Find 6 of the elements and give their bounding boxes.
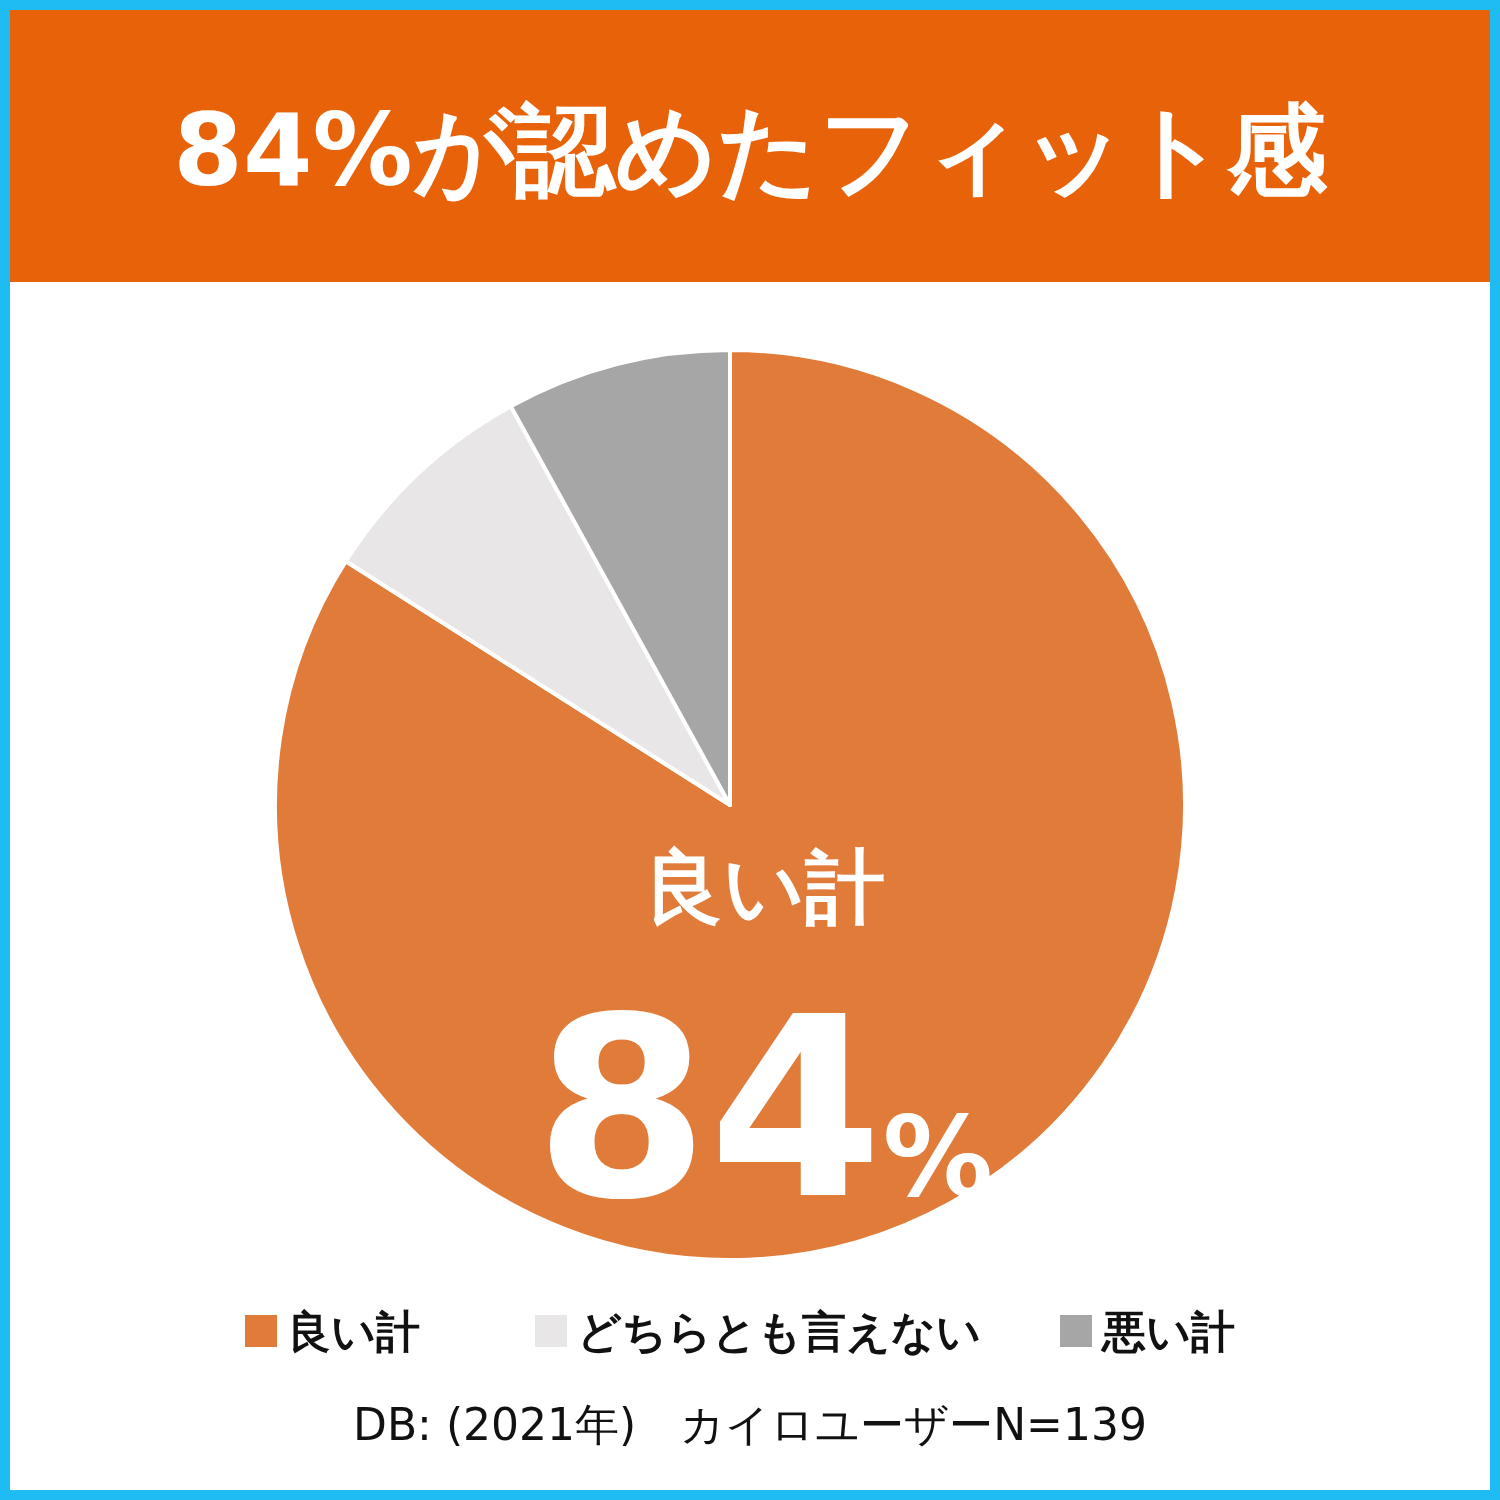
slice-label: 良い計: [642, 841, 885, 934]
legend-label: 良い計: [287, 1306, 420, 1357]
text: DB: (2021年) カイロユーザーN=139: [353, 1399, 1147, 1450]
legend-label: どちらとも言えない: [577, 1306, 981, 1357]
chart-title: 84%が認めたフィット感: [173, 92, 1328, 209]
legend-label: 悪い計: [1100, 1306, 1235, 1357]
